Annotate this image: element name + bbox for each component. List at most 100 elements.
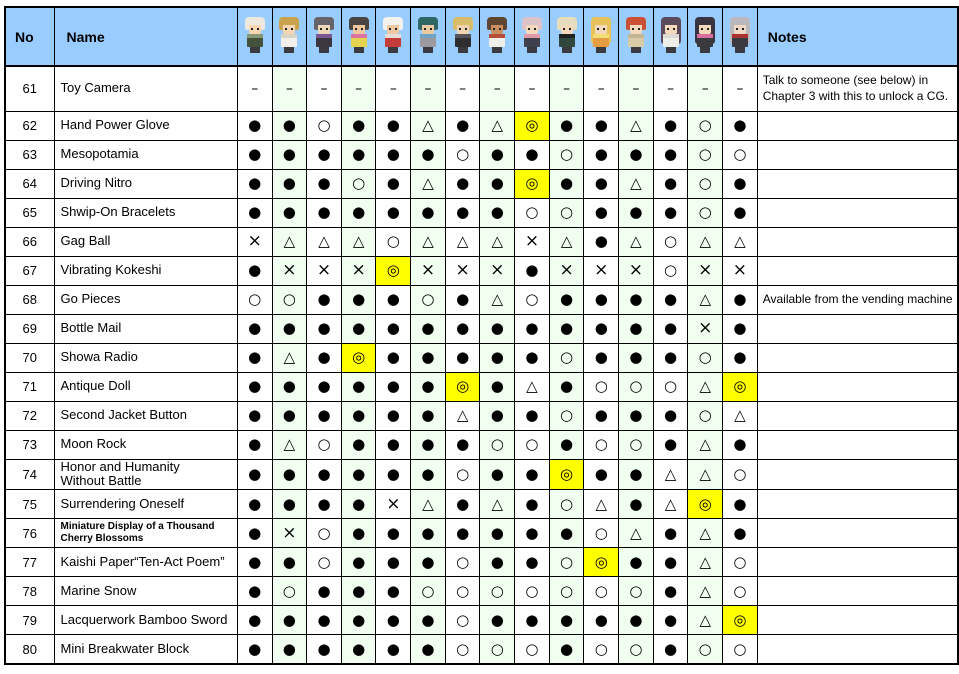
- affinity-cell-fuyuhiko-kuzuryu: –: [444, 65, 481, 112]
- affinity-cell-mikan-tsumiki: ●: [652, 605, 689, 636]
- affinity-cell-chiaki-nanami: ●: [514, 139, 550, 170]
- affinity-cell-kazuichi-soda: ●: [340, 284, 377, 315]
- affinity-cell-ibuki-mioda: ×: [687, 255, 724, 286]
- affinity-cell-ibuki-mioda: △: [687, 547, 724, 578]
- affinity-cell-gundham-tanaka: –: [306, 65, 342, 112]
- affinity-cell-mahiru-koizumi: ●: [618, 400, 654, 431]
- gift-name: Bottle Mail: [53, 313, 238, 344]
- affinity-cell-hiyoko-saionji: ○: [583, 576, 620, 607]
- affinity-cell-sonia-nevermind: ○: [548, 342, 585, 373]
- affinity-cell-nagito-komaeda: ●: [236, 371, 273, 402]
- gift-name: Antique Doll: [53, 371, 238, 402]
- affinity-cell-hiyoko-saionji: ○: [583, 518, 620, 549]
- affinity-cell-gundham-tanaka: ●: [306, 168, 342, 199]
- affinity-cell-kazuichi-soda: ●: [340, 458, 377, 491]
- affinity-cell-teruteru-hanamura: ●: [375, 429, 412, 460]
- gift-name: Go Pieces: [53, 284, 238, 315]
- affinity-cell-nagito-komaeda: ●: [236, 458, 273, 491]
- affinity-cell-teruteru-hanamura: ●: [375, 400, 412, 431]
- affinity-cell-nekomaru-nidai: ●: [410, 313, 446, 344]
- affinity-cell-akane-owari: ●: [479, 400, 516, 431]
- affinity-cell-ibuki-mioda: △: [687, 458, 724, 491]
- affinity-cell-hiyoko-saionji: ●: [583, 458, 620, 491]
- affinity-cell-teruteru-hanamura: ●: [375, 547, 412, 578]
- affinity-cell-fuyuhiko-kuzuryu: ○: [444, 605, 481, 636]
- affinity-cell-mahiru-koizumi: ●: [618, 139, 654, 170]
- affinity-cell-sonia-nevermind: ○: [548, 197, 585, 228]
- affinity-cell-nekomaru-nidai: ●: [410, 400, 446, 431]
- affinity-cell-nekomaru-nidai: △: [410, 110, 446, 141]
- gift-row-61: 61 Toy Camera – – – – – – – – – – – – – – – Talk to someo…: [4, 65, 959, 112]
- affinity-cell-peko-pekoyama: ●: [722, 429, 758, 460]
- affinity-cell-nekomaru-nidai: –: [410, 65, 446, 112]
- affinity-cell-mikan-tsumiki: ●: [652, 400, 689, 431]
- affinity-cell-kazuichi-soda: ●: [340, 518, 377, 549]
- gift-row-75: 75 Surrendering Oneself ● ● ● ● × △ ● △ ● ○ △ ● △ ◎ ●: [4, 489, 959, 520]
- affinity-cell-gundham-tanaka: ●: [306, 634, 342, 665]
- affinity-cell-akane-owari: –: [479, 65, 516, 112]
- affinity-cell-peko-pekoyama: ●: [722, 110, 758, 141]
- affinity-cell-gundham-tanaka: ●: [306, 342, 342, 373]
- gift-name: Honor and Humanity Without Battle: [53, 458, 238, 491]
- affinity-cell-byakuya-togami: △: [271, 429, 308, 460]
- affinity-cell-akane-owari: ●: [479, 605, 516, 636]
- affinity-cell-kazuichi-soda: ●: [340, 605, 377, 636]
- affinity-cell-teruteru-hanamura: ●: [375, 371, 412, 402]
- affinity-cell-hiyoko-saionji: ●: [583, 284, 620, 315]
- affinity-cell-kazuichi-soda: ●: [340, 139, 377, 170]
- affinity-cell-byakuya-togami: ●: [271, 400, 308, 431]
- gift-note: Available from the vending machine: [756, 284, 959, 315]
- affinity-cell-peko-pekoyama: ●: [722, 313, 758, 344]
- affinity-cell-kazuichi-soda: ◎: [340, 342, 377, 373]
- gift-name: Gag Ball: [53, 226, 238, 257]
- affinity-cell-hiyoko-saionji: ●: [583, 197, 620, 228]
- affinity-cell-hiyoko-saionji: ●: [583, 400, 620, 431]
- affinity-cell-chiaki-nanami: ◎: [514, 168, 550, 199]
- akane-owari-icon: [484, 16, 510, 58]
- affinity-cell-mahiru-koizumi: △: [618, 168, 654, 199]
- column-header-nekomaru-nidai: [410, 6, 446, 67]
- affinity-cell-teruteru-hanamura: ●: [375, 313, 412, 344]
- affinity-cell-akane-owari: △: [479, 110, 516, 141]
- column-header-sonia-nevermind: [548, 6, 585, 67]
- affinity-cell-mikan-tsumiki: ●: [652, 139, 689, 170]
- affinity-cell-byakuya-togami: ●: [271, 634, 308, 665]
- affinity-cell-chiaki-nanami: ●: [514, 489, 550, 520]
- affinity-cell-akane-owari: △: [479, 226, 516, 257]
- affinity-cell-mahiru-koizumi: ●: [618, 284, 654, 315]
- affinity-cell-teruteru-hanamura: ●: [375, 342, 412, 373]
- affinity-cell-nagito-komaeda: –: [236, 65, 273, 112]
- column-header-gundham-tanaka: [306, 6, 342, 67]
- affinity-cell-akane-owari: ×: [479, 255, 516, 286]
- gift-row-78: 78 Marine Snow ● ○ ● ● ● ○ ○ ○ ○ ○ ○ ○ ● △ ○: [4, 576, 959, 607]
- affinity-cell-chiaki-nanami: ●: [514, 342, 550, 373]
- affinity-cell-nekomaru-nidai: ●: [410, 342, 446, 373]
- affinity-cell-kazuichi-soda: –: [340, 65, 377, 112]
- gift-name: Miniature Display of a Thousand Cherry Bl…: [53, 518, 238, 549]
- affinity-cell-peko-pekoyama: ○: [722, 547, 758, 578]
- affinity-cell-chiaki-nanami: ◎: [514, 110, 550, 141]
- gift-row-63: 63 Mesopotamia ● ● ● ● ● ● ○ ● ● ○ ● ● ● ○ ○: [4, 139, 959, 170]
- affinity-cell-kazuichi-soda: ○: [340, 168, 377, 199]
- affinity-cell-nagito-komaeda: ●: [236, 313, 273, 344]
- affinity-cell-hiyoko-saionji: ○: [583, 429, 620, 460]
- affinity-cell-fuyuhiko-kuzuryu: △: [444, 226, 481, 257]
- affinity-cell-kazuichi-soda: ●: [340, 489, 377, 520]
- affinity-cell-peko-pekoyama: –: [722, 65, 758, 112]
- affinity-cell-peko-pekoyama: △: [722, 400, 758, 431]
- gift-number: 71: [4, 371, 55, 402]
- affinity-cell-nekomaru-nidai: ●: [410, 605, 446, 636]
- affinity-cell-nagito-komaeda: ●: [236, 429, 273, 460]
- affinity-cell-sonia-nevermind: ●: [548, 313, 585, 344]
- affinity-cell-fuyuhiko-kuzuryu: ●: [444, 313, 481, 344]
- gift-row-65: 65 Shwip-On Bracelets ● ● ● ● ● ● ● ● ○ ○ ● ● ● ○ ●: [4, 197, 959, 228]
- affinity-cell-fuyuhiko-kuzuryu: ●: [444, 197, 481, 228]
- affinity-cell-sonia-nevermind: ○: [548, 400, 585, 431]
- affinity-cell-mahiru-koizumi: ●: [618, 313, 654, 344]
- affinity-cell-byakuya-togami: ●: [271, 605, 308, 636]
- affinity-cell-fuyuhiko-kuzuryu: ●: [444, 284, 481, 315]
- affinity-cell-mikan-tsumiki: ●: [652, 313, 689, 344]
- affinity-cell-mahiru-koizumi: ○: [618, 576, 654, 607]
- affinity-cell-nekomaru-nidai: ●: [410, 634, 446, 665]
